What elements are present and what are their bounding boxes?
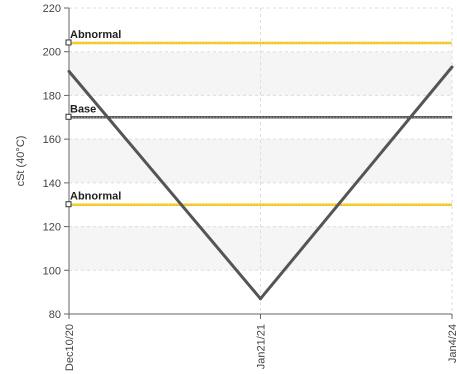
reference-marker bbox=[65, 39, 72, 46]
y-tick-label: 220 bbox=[43, 3, 61, 15]
y-tick-label: 180 bbox=[43, 90, 61, 102]
x-tick-label: Dec10/20 bbox=[64, 324, 76, 371]
y-tick-label: 200 bbox=[43, 47, 61, 59]
y-tick-label: 160 bbox=[43, 134, 61, 146]
y-axis-title: cSt (40°C) bbox=[15, 136, 27, 187]
axes bbox=[64, 7, 453, 319]
data-point bbox=[67, 69, 71, 73]
y-tick-label: 120 bbox=[43, 222, 61, 234]
y-tick-label: 100 bbox=[43, 265, 61, 277]
reference-line-label: Base bbox=[70, 103, 96, 115]
x-tick-label: Jan21/21 bbox=[256, 324, 268, 369]
reference-lines: Abnormal Base Abnormal bbox=[65, 29, 452, 208]
reference-line-label: Abnormal bbox=[70, 191, 121, 203]
reference-line-label: Abnormal bbox=[70, 29, 121, 41]
data-point bbox=[450, 65, 454, 69]
x-tick-label: Jan4/24 bbox=[447, 324, 457, 363]
y-tick-label: 140 bbox=[43, 178, 61, 190]
data-series bbox=[67, 65, 454, 301]
reference-marker bbox=[65, 113, 72, 120]
data-point bbox=[259, 297, 262, 301]
reference-marker bbox=[65, 201, 72, 208]
y-tick-label: 80 bbox=[49, 309, 61, 321]
tick-labels: 80 100 120 140 160 180 200 220 Dec10/20 Jan21/21 J… bbox=[43, 3, 457, 371]
